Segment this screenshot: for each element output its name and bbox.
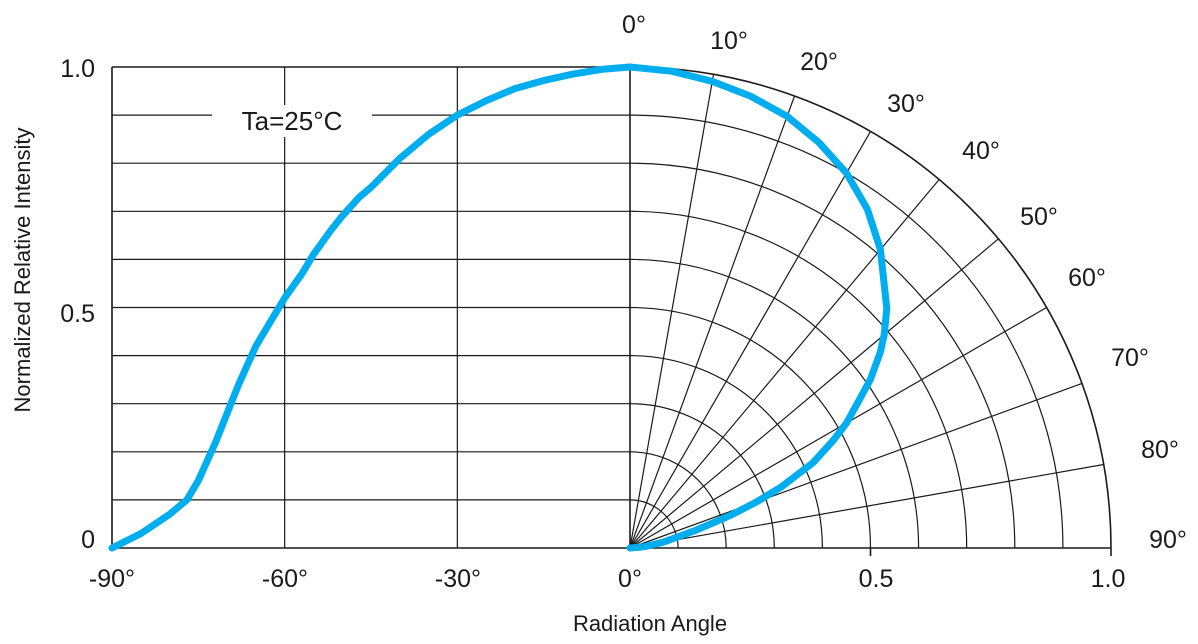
angle-tick-label: 60° [1068, 264, 1106, 292]
x-axis-title: Radiation Angle [573, 611, 727, 636]
polar-radius-arc [629, 355, 823, 549]
polar-radius-arc [629, 162, 1016, 549]
temperature-annotation: Ta=25°C [242, 106, 343, 136]
angle-tick-label: 80° [1141, 436, 1179, 464]
polar-radius-arc [629, 210, 968, 549]
polar-angle-ray [629, 382, 1083, 549]
x-tick-label: -30° [435, 565, 481, 593]
y-tick-label: 1.0 [60, 55, 95, 83]
angle-tick-label: 50° [1020, 203, 1058, 231]
y-tick-label: 0 [81, 526, 95, 554]
polar-angle-ray [629, 238, 999, 549]
cartesian-grid [111, 66, 1111, 549]
polar-radius-arc [629, 258, 920, 549]
polar-radius-arc [629, 114, 1064, 549]
annotation-backdrop [212, 105, 372, 137]
angle-tick-label: 30° [887, 90, 925, 118]
radius-tick-label: 1.0 [1091, 565, 1126, 593]
angle-tick-label: 10° [710, 27, 748, 55]
polar-radius-arc [629, 306, 872, 549]
radius-tick-label: 0.5 [859, 565, 894, 593]
polar-intensity-curve [626, 63, 891, 552]
polar-angle-ray [629, 179, 940, 549]
cartesian-intensity-curve [108, 63, 634, 552]
polar-angle-ray [629, 74, 715, 549]
intensity-curves [108, 63, 891, 552]
x-tick-label: -90° [89, 565, 135, 593]
polar-angle-ray [629, 306, 1047, 549]
polar-angle-ray [629, 463, 1104, 549]
angle-tick-label: 70° [1111, 344, 1149, 372]
y-axis-title: Normalized Relative Intensity [10, 128, 35, 413]
x-tick-label: -60° [262, 565, 308, 593]
angle-tick-label: 90° [1149, 526, 1187, 554]
angle-tick-label: 20° [800, 48, 838, 76]
angle-tick-label: 0° [622, 11, 646, 39]
polar-grid [629, 66, 1112, 556]
polar-radius-arc [629, 451, 727, 549]
polar-angle-ray [629, 131, 872, 549]
polar-radius-arc [629, 403, 775, 549]
angle-tick-label: 40° [962, 137, 1000, 165]
y-tick-label: 0.5 [60, 300, 95, 328]
polar-radius-arc [629, 66, 1112, 549]
polar-angle-ray [629, 95, 796, 549]
x-tick-label: 0° [618, 565, 642, 593]
